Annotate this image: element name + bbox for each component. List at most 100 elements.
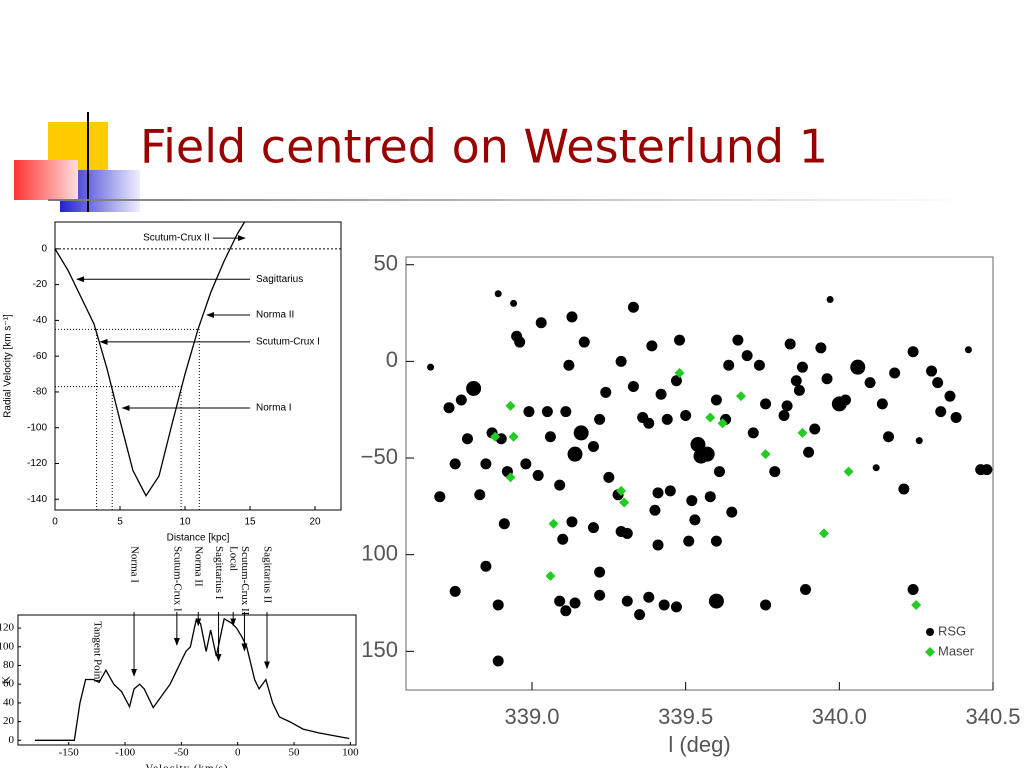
y-axis-label: Radial Velocity [km s⁻¹]	[3, 314, 14, 418]
rsg-point	[492, 655, 504, 667]
annotation: Scutum-Crux I	[256, 336, 320, 347]
rsg-point	[569, 597, 581, 609]
rsg-point	[466, 380, 482, 396]
rsg-point	[753, 359, 765, 371]
rsg-point	[950, 411, 962, 423]
y-tick-label: 0	[41, 243, 47, 254]
rsg-point	[710, 535, 722, 547]
x-axis-label: l (deg)	[668, 732, 730, 757]
x-tick-label: 10	[179, 517, 191, 528]
rsg-point	[670, 375, 682, 387]
rsg-point	[796, 361, 808, 373]
rsg-point	[566, 311, 578, 323]
legend-marker	[925, 647, 935, 657]
rsg-point	[615, 525, 627, 537]
rsg-point	[661, 413, 673, 425]
rsg-point	[652, 487, 664, 499]
y-tick-label: 50	[374, 251, 398, 276]
maser-point	[760, 449, 771, 460]
x-tick-label: 0	[52, 517, 58, 528]
rsg-point	[560, 605, 572, 617]
rsg-point	[615, 355, 627, 367]
rsg-point	[898, 483, 910, 495]
rsg-point	[541, 406, 553, 418]
maser-point	[548, 518, 559, 529]
x-tick-label: 340.0	[812, 704, 867, 729]
x-axis-label: Velocity (km/s)	[145, 763, 228, 768]
maser-point	[616, 485, 627, 496]
x-tick-label: 5	[117, 517, 123, 528]
y-tick-label: -80	[33, 387, 48, 398]
rsg-point	[826, 296, 834, 304]
y-tick-label: -140	[27, 494, 47, 505]
rsg-point	[704, 491, 716, 503]
rsg-point	[498, 518, 510, 530]
x-tick-label: 50	[289, 747, 301, 759]
rsg-point	[510, 299, 518, 307]
x-tick-label: 340.5	[965, 704, 1020, 729]
data-line	[34, 617, 350, 741]
rsg-point	[480, 458, 492, 470]
rsg-point	[821, 373, 833, 385]
rsg-point	[889, 367, 901, 379]
rsg-point	[726, 506, 738, 518]
rsg-point	[690, 437, 706, 453]
annotation: Scutum-Crux II	[143, 233, 210, 244]
y-tick-label: 120	[0, 622, 15, 634]
rsg-point	[944, 390, 956, 402]
x-tick-label: -150	[59, 747, 80, 759]
rsg-point	[686, 495, 698, 507]
maser-point	[843, 466, 854, 477]
rsg-point	[815, 342, 827, 354]
rsg-point	[793, 384, 805, 396]
x-tick-label: 0	[235, 747, 241, 759]
rsg-point	[492, 599, 504, 611]
rsg-point	[494, 290, 502, 298]
plot-frame	[17, 614, 357, 746]
rsg-point	[964, 346, 972, 354]
rsg-point	[461, 433, 473, 445]
rsg-point	[594, 413, 606, 425]
y-tick-label: 100	[0, 640, 15, 652]
maser-point	[508, 431, 519, 442]
data-line	[55, 222, 246, 497]
maser-point	[619, 497, 630, 508]
maser-point	[717, 418, 728, 429]
deco-hline	[48, 199, 968, 201]
rsg-point	[760, 599, 772, 611]
legend-label: RSG	[938, 623, 966, 638]
y-tick-label: 60	[3, 678, 15, 690]
maser-point	[705, 412, 716, 423]
rsg-point	[554, 595, 566, 607]
rsg-point	[732, 334, 744, 346]
rsg-point	[809, 423, 821, 435]
annotation: Tangent Point	[91, 621, 103, 682]
rsg-point	[567, 446, 583, 462]
plot-frame	[54, 221, 342, 511]
rsg-point	[634, 609, 646, 621]
rsg-point	[932, 377, 944, 389]
annotation: Sagittarius I	[213, 546, 225, 600]
rsg-point	[907, 346, 919, 358]
plot-frame	[405, 256, 994, 691]
maser-point	[735, 391, 746, 402]
maser-point	[911, 599, 922, 610]
rsg-point	[587, 440, 599, 452]
rsg-point	[778, 410, 790, 422]
rsg-point	[532, 469, 544, 481]
rsg-point	[769, 466, 781, 478]
rsg-point	[864, 377, 876, 389]
rsg-point	[883, 431, 895, 443]
rsg-point	[741, 350, 753, 362]
rsg-point	[674, 334, 686, 346]
rsg-point	[594, 566, 606, 578]
maser-point	[490, 431, 501, 442]
rsg-point	[621, 595, 633, 607]
maser-point	[505, 400, 516, 411]
y-tick-label: 0	[386, 347, 398, 372]
x-tick-label: -100	[115, 747, 136, 759]
rsg-point	[800, 583, 812, 595]
annotation: Norma II	[193, 546, 205, 587]
